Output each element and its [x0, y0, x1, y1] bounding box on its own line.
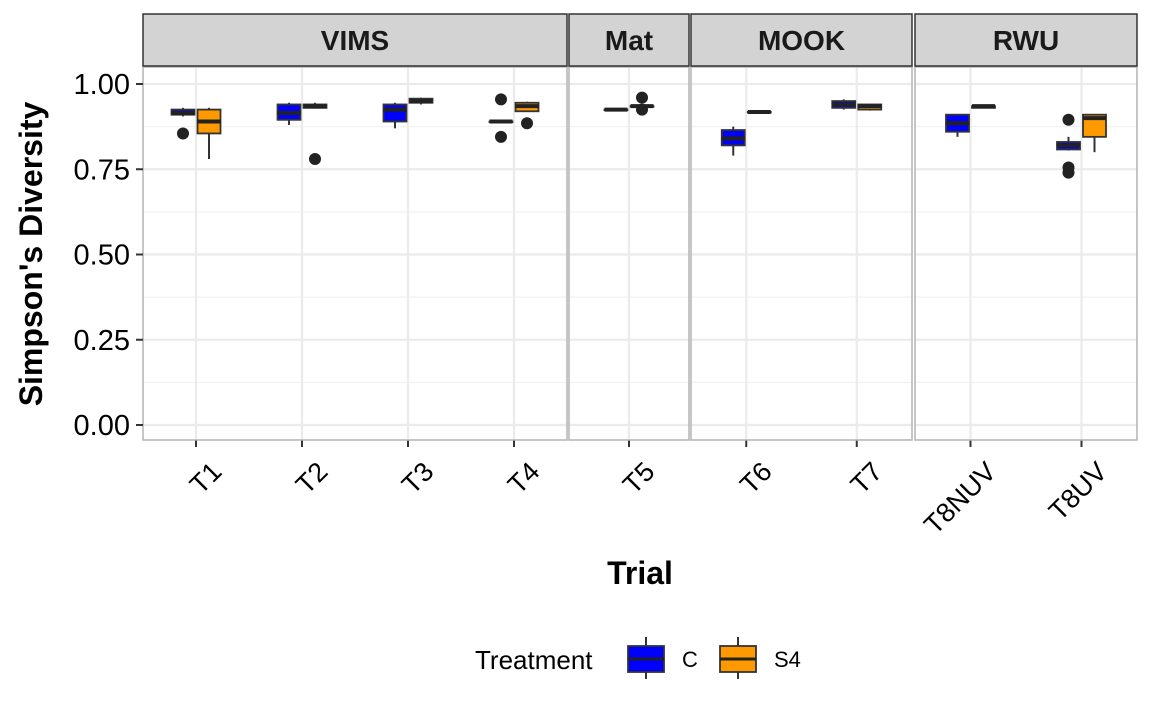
y-tick-label: 0.50: [74, 240, 130, 272]
box-c: [488, 93, 514, 143]
strip-background: [690, 13, 913, 67]
box-s4: [971, 104, 996, 109]
x-axis-title: Trial: [607, 555, 673, 591]
legend: Treatment C S4: [475, 637, 801, 679]
x-tick-label: T4: [502, 456, 545, 499]
trial-t6: [720, 109, 772, 156]
box-s4: [302, 102, 328, 166]
x-tick-label: T5: [617, 456, 660, 499]
strip-background: [568, 13, 690, 67]
x-tick-label: T1: [184, 456, 227, 499]
box-s4: [629, 91, 655, 116]
trial-t3: [382, 97, 434, 129]
box-c: [720, 126, 746, 156]
trial-t8nuv: [945, 104, 996, 137]
box-iqr: [1082, 113, 1107, 138]
y-tick-label: 0.25: [74, 325, 130, 357]
box-c: [170, 107, 196, 140]
box-s4: [408, 97, 434, 105]
outlier-point: [309, 153, 321, 166]
outlier-point: [521, 117, 533, 130]
x-tick-label: T6: [734, 456, 777, 499]
facet-rwu: T8NUV T8UV RWU: [914, 13, 1138, 540]
strip-label: MOOK: [758, 25, 845, 56]
box-s4: [746, 109, 772, 114]
facet-mat: T5 Mat: [568, 13, 690, 500]
box-c: [831, 99, 857, 110]
outlier-point: [495, 130, 507, 143]
strip-label: RWU: [993, 25, 1059, 56]
trial-t5: [603, 91, 655, 116]
strip-background: [914, 13, 1138, 67]
box-s4: [514, 101, 540, 130]
trial-t4: [488, 93, 540, 143]
legend-entries: C S4: [627, 637, 801, 679]
outlier-point: [495, 93, 507, 106]
panel-border: [568, 66, 690, 441]
x-tick-label: T8UV: [1043, 456, 1113, 526]
strip-label: Mat: [605, 25, 653, 56]
box-s4: [857, 103, 883, 111]
panel-border: [914, 66, 1138, 441]
trial-t2: [276, 102, 328, 166]
y-axis-title: Simpson's Diversity: [13, 101, 49, 406]
facet-mook: T6 T7 MOOK: [690, 13, 913, 500]
legend-title: Treatment: [475, 645, 593, 675]
legend-label: C: [682, 647, 698, 672]
trial-t7: [831, 99, 883, 111]
box-s4: [1082, 113, 1107, 153]
trial-t8uv: [1056, 113, 1107, 179]
outlier-point: [636, 103, 648, 116]
x-tick-label: T3: [396, 456, 439, 499]
y-axis: 0.00 0.25 0.50 0.75 1.00: [74, 69, 143, 442]
box-c: [382, 102, 408, 129]
box-iqr: [382, 103, 408, 123]
x-tick-label: T8NUV: [918, 456, 1002, 540]
box-s4: [196, 107, 222, 160]
y-tick-label: 1.00: [74, 69, 130, 101]
box-c: [603, 107, 629, 112]
outlier-point: [1062, 166, 1075, 179]
facet-vims: T1 T2 T3 T4 VIMS: [142, 13, 568, 500]
legend-entry-s4: S4: [719, 637, 801, 679]
x-tick-label: T7: [845, 456, 888, 499]
box-c: [276, 102, 302, 125]
y-tick-label: 0.00: [74, 410, 130, 442]
box-c: [1056, 113, 1081, 179]
outlier-point: [1062, 113, 1075, 126]
panel-border: [690, 66, 913, 441]
x-tick-label: T2: [290, 456, 333, 499]
legend-entry-c: C: [627, 637, 698, 679]
strip-background: [142, 13, 568, 67]
strip-label: VIMS: [321, 25, 389, 56]
y-tick-label: 0.75: [74, 154, 130, 186]
facet-panels: T1 T2 T3 T4 VIMS T5 Mat T6 T7 MOOK T8NUV T8UV RWU: [142, 13, 1138, 540]
outlier-point: [177, 127, 189, 140]
box-c: [945, 113, 970, 137]
outlier-point: [636, 91, 648, 104]
legend-label: S4: [774, 647, 801, 672]
trial-t1: [170, 107, 222, 160]
